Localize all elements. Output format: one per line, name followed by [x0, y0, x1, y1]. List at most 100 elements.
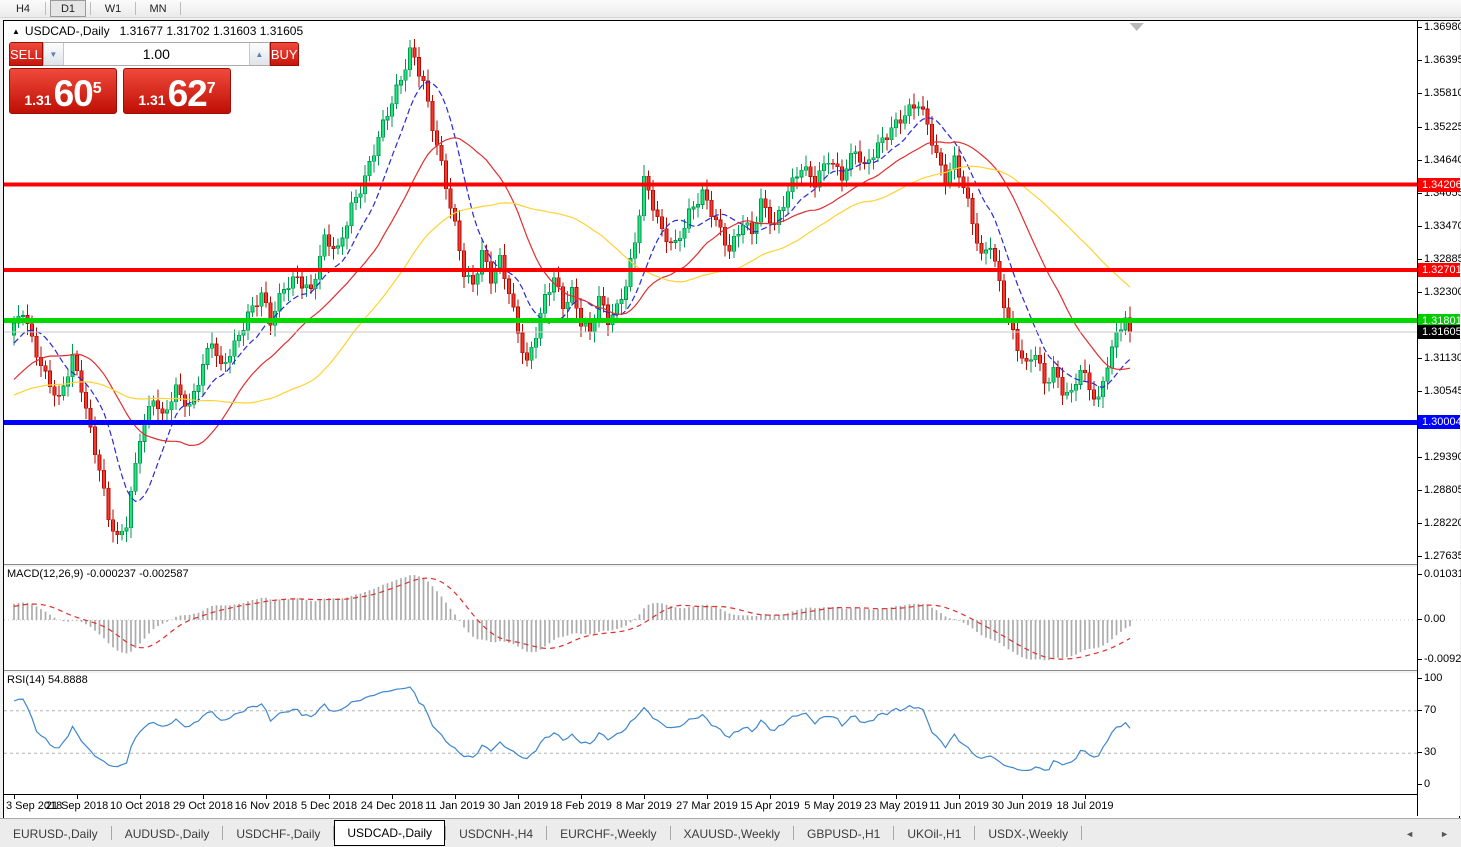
price-axis-tick: 1.29390: [1418, 451, 1461, 464]
toolbar-separator: [90, 2, 91, 15]
rsi-chart[interactable]: [4, 673, 1417, 794]
volume-input[interactable]: [63, 43, 249, 65]
tab-separator: [893, 826, 895, 840]
time-axis-label: 29 Oct 2018: [173, 800, 233, 812]
timeframe-toolbar: H4 D1 W1 MN: [0, 0, 1461, 18]
tab-separator: [222, 826, 224, 840]
chart-tab-xauusd[interactable]: XAUUSD-,Weekly: [683, 826, 780, 841]
chart-symbol-period: USDCAD-,Daily: [24, 24, 110, 38]
chart-tab-usdchf[interactable]: USDCHF-,Daily: [236, 826, 321, 841]
time-axis-tick: [644, 795, 645, 799]
tab-separator: [974, 826, 976, 840]
candlestick-chart[interactable]: [4, 21, 1417, 564]
chart-tab-gbpusd[interactable]: GBPUSD-,H1: [807, 826, 881, 841]
time-axis-tick: [581, 795, 582, 799]
macd-indicator-label: MACD(12,26,9) -0.000237 -0.002587: [7, 568, 189, 580]
time-axis-tick: [266, 795, 267, 799]
chart-tab-eurchf[interactable]: EURCHF-,Weekly: [560, 826, 657, 841]
toolbar-separator: [135, 2, 136, 15]
timeframe-button-w1[interactable]: W1: [104, 2, 122, 15]
price-axis-tick: 1.35810: [1418, 87, 1461, 100]
scroll-position-marker-icon: [1129, 23, 1144, 31]
time-axis-label: 11 Jun 2019: [929, 800, 989, 812]
tab-scroll-left-icon[interactable]: ◄: [1405, 829, 1415, 839]
macd-axis-tick: 0.010311: [1418, 568, 1461, 581]
sell-price-big: 60: [53, 73, 94, 114]
tab-scroll-controls: ◄ ►: [1405, 829, 1449, 839]
moving-average-50: [13, 165, 1131, 404]
pane-splitter[interactable]: [4, 670, 1417, 673]
timeframe-button-h4[interactable]: H4: [15, 2, 31, 15]
chart-title: ▲ USDCAD-,Daily 1.31677 1.31702 1.31603 1.…: [12, 24, 303, 38]
price-axis[interactable]: 1.36980 1.36395 1.35810 1.35225 1.34640 1.340…: [1417, 21, 1461, 816]
pane-splitter[interactable]: [4, 564, 1417, 567]
price-line-label: 1.34206: [1418, 178, 1461, 192]
time-axis-label: 8 Mar 2019: [616, 800, 672, 812]
buy-price-big: 62: [167, 73, 208, 114]
buy-button[interactable]: BUY: [269, 42, 299, 66]
candles[interactable]: [12, 38, 1132, 544]
chart-tab-eurusd[interactable]: EURUSD-,Daily: [13, 826, 98, 841]
price-axis-tick: 1.31130: [1418, 352, 1461, 365]
macd-chart[interactable]: [4, 567, 1417, 670]
time-axis-tick: [707, 795, 708, 799]
volume-increase-icon[interactable]: ▲: [248, 43, 269, 65]
rsi-line: [13, 686, 1131, 772]
time-axis-tick: [770, 795, 771, 799]
price-axis-tick: 1.32885: [1418, 253, 1461, 266]
chart-tab-audusd[interactable]: AUDUSD-,Daily: [124, 826, 210, 841]
time-axis-label: 30 Jun 2019: [991, 800, 1053, 812]
time-axis-label: 18 Jul 2019: [1056, 800, 1114, 812]
buy-price-sup: 7: [206, 80, 216, 97]
rsi-pane: RSI(14) 54.8888: [4, 673, 1417, 794]
tab-scroll-right-icon[interactable]: ►: [1440, 829, 1449, 839]
chart-tab-usdx[interactable]: USDX-,Weekly: [988, 826, 1069, 841]
time-axis-tick: [455, 795, 456, 799]
price-line-label: 1.31605: [1418, 325, 1461, 339]
volume-decrease-icon[interactable]: ▼: [43, 43, 64, 65]
rsi-axis-tick: 0: [1418, 778, 1460, 791]
buy-price-prefix: 1.31: [138, 92, 166, 108]
time-axis-tick: [203, 795, 204, 799]
time-axis-tick: [518, 795, 519, 799]
time-axis-label: 10 Oct 2018: [110, 800, 170, 812]
timeframe-button-d1[interactable]: D1: [50, 0, 86, 17]
price-axis-tick: 1.33470: [1418, 220, 1461, 233]
chart-tab-usdcnh[interactable]: USDCNH-,H4: [459, 826, 534, 841]
time-axis-tick: [140, 795, 141, 799]
price-pane: ▲ USDCAD-,Daily 1.31677 1.31702 1.31603 1.…: [4, 21, 1417, 564]
time-axis-tick: [1085, 795, 1086, 799]
time-axis-label: 18 Feb 2019: [550, 800, 612, 812]
time-axis-label: 27 Mar 2019: [676, 800, 738, 812]
moving-average-10: [13, 81, 1131, 502]
rsi-axis-tick: 30: [1418, 746, 1460, 759]
time-axis-label: 16 Nov 2018: [234, 800, 298, 812]
price-axis-tick: 1.30545: [1418, 385, 1461, 398]
time-axis-tick: [896, 795, 897, 799]
macd-axis-tick: -0.009203: [1418, 653, 1461, 666]
macd-axis-tick: 0.00: [1418, 613, 1460, 626]
chart-tab-usdcad[interactable]: USDCAD-,Daily: [334, 820, 446, 846]
time-axis-tick: [77, 795, 78, 799]
time-axis-label: 15 Apr 2019: [740, 800, 800, 812]
sell-quote-button[interactable]: 1.31 60 5: [9, 68, 117, 114]
chart-tab-bar: EURUSD-,Daily AUDUSD-,Daily USDCHF-,Daily U…: [0, 818, 1461, 847]
macd-pane: MACD(12,26,9) -0.000237 -0.002587: [4, 567, 1417, 670]
sell-button[interactable]: SELL: [9, 42, 43, 66]
toolbar-separator: [45, 2, 46, 15]
price-line-label: 1.32701: [1418, 263, 1461, 277]
time-axis-label: 24 Dec 2018: [360, 800, 424, 812]
price-axis-tick: 1.35225: [1418, 121, 1461, 134]
time-axis[interactable]: 3 Sep 2018 21 Sep 2018 10 Oct 2018 29 Oct 2…: [4, 794, 1417, 817]
price-axis-tick: 1.34640: [1418, 154, 1461, 167]
tab-separator: [333, 826, 335, 840]
chart-window: ▲ USDCAD-,Daily 1.31677 1.31702 1.31603 1.…: [3, 20, 1461, 819]
price-axis-tick: 1.27635: [1418, 550, 1461, 563]
collapse-icon[interactable]: ▲: [12, 27, 20, 36]
buy-quote-button[interactable]: 1.31 62 7: [123, 68, 231, 114]
timeframe-button-mn[interactable]: MN: [149, 2, 167, 15]
chart-tab-ukoil[interactable]: UKOil-,H1: [907, 826, 962, 841]
chart-ohlc-values: 1.31677 1.31702 1.31603 1.31605: [119, 24, 304, 38]
time-axis-tick: [959, 795, 960, 799]
